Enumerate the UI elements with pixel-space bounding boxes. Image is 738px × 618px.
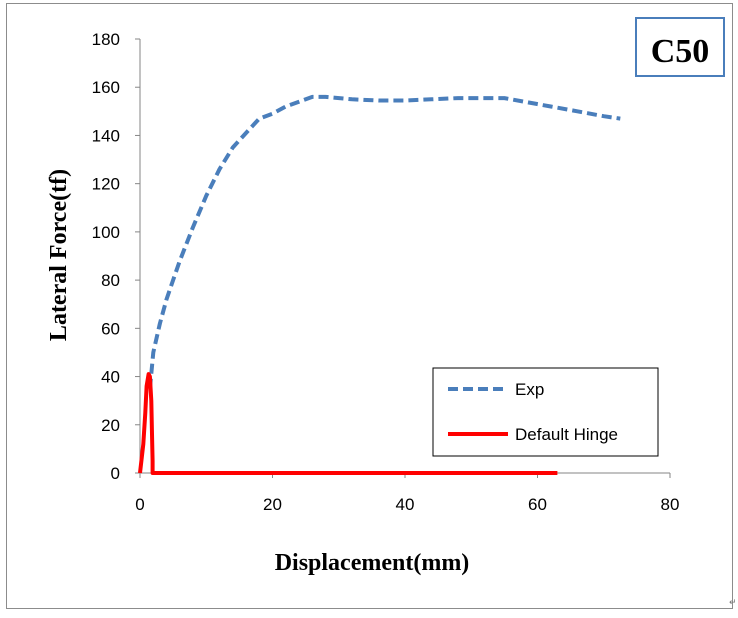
legend-label-exp: Exp bbox=[515, 380, 544, 399]
y-tick-label: 180 bbox=[92, 30, 120, 49]
y-tick-label: 20 bbox=[101, 416, 120, 435]
chart-frame bbox=[6, 3, 733, 609]
annotation-label: C50 bbox=[651, 33, 710, 70]
x-tick-label: 40 bbox=[396, 495, 415, 514]
return-mark: ↵ bbox=[729, 598, 737, 608]
x-tick-label: 80 bbox=[661, 495, 680, 514]
y-tick-label: 60 bbox=[101, 319, 120, 338]
legend-box bbox=[432, 367, 659, 457]
legend-label-default-hinge: Default Hinge bbox=[515, 425, 618, 444]
y-ticks: 0 20 40 60 80 100 120 140 160 180 bbox=[92, 30, 140, 483]
y-axis-title: Lateral Force(tf) bbox=[46, 169, 72, 341]
y-tick-label: 140 bbox=[92, 126, 120, 145]
x-tick-label: 60 bbox=[528, 495, 547, 514]
y-tick-label: 40 bbox=[101, 368, 120, 387]
series-line-default-hinge bbox=[138, 372, 558, 475]
series-group bbox=[138, 94, 621, 475]
series-line-exp bbox=[147, 94, 621, 389]
x-ticks: 0 20 40 60 80 bbox=[135, 473, 679, 514]
y-tick-label: 0 bbox=[111, 464, 120, 483]
x-tick-label: 20 bbox=[263, 495, 282, 514]
y-tick-label: 80 bbox=[101, 271, 120, 290]
legend: Exp Default Hinge bbox=[432, 367, 659, 457]
y-tick-label: 100 bbox=[92, 223, 120, 242]
x-tick-label: 0 bbox=[135, 495, 144, 514]
y-tick-label: 160 bbox=[92, 78, 120, 97]
y-tick-label: 120 bbox=[92, 175, 120, 194]
x-axis-title: Displacement(mm) bbox=[275, 550, 470, 576]
annotation-badge: C50 bbox=[635, 17, 725, 77]
